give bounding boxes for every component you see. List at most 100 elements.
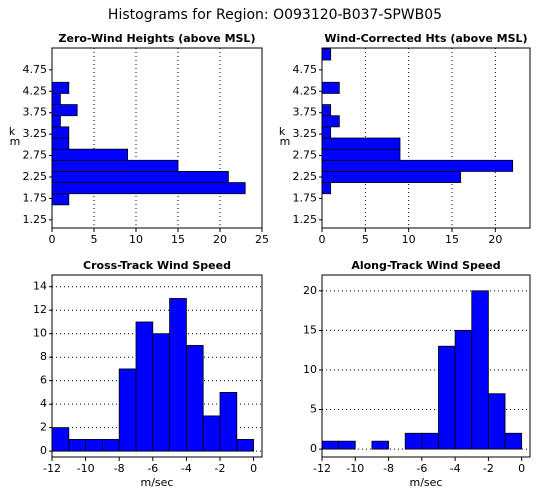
bar bbox=[321, 81, 340, 94]
y-tick-label: 2.75 bbox=[293, 149, 318, 162]
x-tick-label: -2 bbox=[483, 462, 494, 475]
x-tick-label: 15 bbox=[171, 233, 185, 246]
x-tick-label: 0 bbox=[250, 462, 257, 475]
bar bbox=[471, 290, 489, 450]
bar bbox=[321, 182, 332, 195]
bar bbox=[421, 432, 439, 450]
bar bbox=[321, 159, 514, 172]
x-tick-label: -4 bbox=[450, 462, 461, 475]
bar bbox=[438, 345, 456, 450]
y-tick-label: 2 bbox=[40, 421, 47, 434]
y-tick-label: 3.25 bbox=[293, 127, 318, 140]
bar bbox=[68, 438, 87, 452]
x-tick-label: 20 bbox=[488, 233, 502, 246]
x-tick-label: 20 bbox=[213, 233, 227, 246]
x-tick-label: -10 bbox=[346, 462, 364, 475]
bar bbox=[118, 368, 137, 452]
y-tick-label: 12 bbox=[33, 303, 47, 316]
x-tick-label: 5 bbox=[362, 233, 369, 246]
y-tick-label: 2.75 bbox=[23, 149, 48, 162]
bar bbox=[454, 329, 473, 450]
plot-frame bbox=[51, 47, 263, 229]
plot-frame bbox=[51, 274, 263, 458]
bar bbox=[185, 345, 204, 452]
y-tick-label: 0 bbox=[40, 444, 47, 457]
bar bbox=[321, 115, 340, 128]
bar bbox=[102, 438, 120, 452]
x-tick-label: -12 bbox=[313, 462, 331, 475]
bar bbox=[51, 159, 179, 172]
bar bbox=[321, 126, 332, 139]
bar bbox=[152, 333, 171, 452]
bar bbox=[321, 171, 462, 183]
bar bbox=[51, 104, 78, 117]
x-tick-label: -8 bbox=[114, 462, 125, 475]
x-tick-label: -2 bbox=[215, 462, 226, 475]
panel-title: Cross-Track Wind Speed bbox=[83, 259, 231, 272]
y-tick-label: 4 bbox=[40, 397, 47, 410]
bar bbox=[51, 115, 61, 128]
y-tick-label: 15 bbox=[303, 323, 317, 336]
bar bbox=[404, 432, 423, 450]
y-tick-label: 0 bbox=[310, 442, 317, 455]
x-tick-label: 5 bbox=[91, 233, 98, 246]
bar bbox=[51, 193, 70, 206]
y-tick-label: 1.25 bbox=[293, 213, 318, 226]
x-tick-label: 10 bbox=[129, 233, 143, 246]
bar bbox=[487, 393, 506, 450]
plot-frame bbox=[321, 47, 531, 229]
y-tick-label: 1.25 bbox=[23, 213, 48, 226]
bar bbox=[51, 93, 61, 105]
plot-frame bbox=[321, 274, 531, 458]
x-tick-label: -6 bbox=[416, 462, 427, 475]
bar bbox=[321, 104, 332, 117]
x-tick-label: -10 bbox=[77, 462, 95, 475]
x-tick-label: 10 bbox=[402, 233, 416, 246]
x-tick-label: 15 bbox=[445, 233, 459, 246]
bar bbox=[219, 392, 238, 452]
bar bbox=[51, 427, 70, 452]
x-tick-label: -6 bbox=[147, 462, 158, 475]
x-tick-label: 0 bbox=[319, 233, 326, 246]
bar bbox=[51, 137, 70, 150]
x-tick-label: -12 bbox=[43, 462, 61, 475]
y-tick-label: 4.75 bbox=[23, 63, 48, 76]
y-tick-label: 3.25 bbox=[23, 127, 48, 140]
y-tick-label: 10 bbox=[303, 363, 317, 376]
y-tick-label: 4.25 bbox=[23, 84, 48, 97]
y-tick-label: 5 bbox=[310, 403, 317, 416]
bar bbox=[321, 148, 401, 161]
bar bbox=[51, 126, 70, 139]
x-tick-label: 0 bbox=[49, 233, 56, 246]
bar bbox=[51, 171, 229, 183]
bar bbox=[51, 182, 246, 195]
x-axis-label: m/sec bbox=[141, 476, 174, 489]
x-tick-label: -8 bbox=[383, 462, 394, 475]
y-tick-label: 4.75 bbox=[293, 63, 318, 76]
x-tick-label: 0 bbox=[518, 462, 525, 475]
y-tick-label: 1.75 bbox=[293, 191, 318, 204]
x-tick-label: -4 bbox=[181, 462, 192, 475]
y-tick-label: 3.75 bbox=[23, 106, 48, 119]
bar bbox=[135, 321, 154, 452]
bar bbox=[169, 298, 187, 452]
y-tick-label: 2.25 bbox=[23, 170, 48, 183]
y-tick-label: 4.25 bbox=[293, 84, 318, 97]
bar bbox=[51, 81, 70, 94]
y-tick-label: 6 bbox=[40, 374, 47, 387]
x-axis-label: m/sec bbox=[410, 476, 443, 489]
panel-title: Along-Track Wind Speed bbox=[351, 259, 500, 272]
bar bbox=[321, 137, 401, 150]
x-tick-label: 25 bbox=[255, 233, 269, 246]
bar bbox=[338, 440, 356, 450]
bar bbox=[371, 440, 389, 450]
y-tick-label: 8 bbox=[40, 350, 47, 363]
bar bbox=[202, 415, 221, 452]
panel-title: Wind-Corrected Hts (above MSL) bbox=[324, 32, 527, 45]
y-tick-label: 2.25 bbox=[293, 170, 318, 183]
y-tick-label: 10 bbox=[33, 327, 47, 340]
y-tick-label: 20 bbox=[303, 284, 317, 297]
panel-title: Zero-Wind Heights (above MSL) bbox=[59, 32, 256, 45]
